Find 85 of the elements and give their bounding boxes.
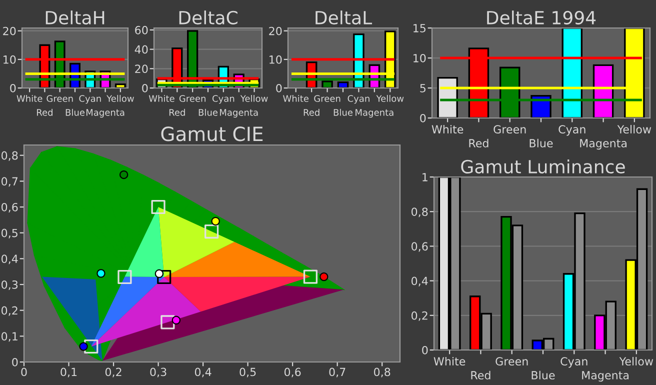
x-tick-label: Green [496, 357, 528, 366]
x-tick-label: Cyan [212, 95, 234, 104]
y-tick-label: 15 [414, 24, 426, 32]
x-tick-label: White [16, 94, 42, 102]
y-tick-label: 0,5 [2, 228, 18, 238]
x-tick-label: Yellow [619, 356, 654, 366]
x-tick-label: 0,5 [240, 368, 256, 378]
chart-title: DeltaH [46, 10, 104, 24]
x-tick-label: Cyan [558, 125, 586, 136]
x-tick-label: Blue [532, 370, 555, 380]
y-tick-label: 0,8 [412, 208, 428, 218]
bar [114, 83, 126, 88]
x-tick-label: Cyan [348, 95, 370, 104]
chart-title: Gamut Luminance [461, 160, 625, 174]
chart-title: Gamut CIE [161, 126, 263, 142]
point [118, 270, 132, 284]
x-tick-label: 0,4 [194, 368, 212, 378]
y-tick-label: 0 [422, 346, 428, 354]
point [303, 270, 318, 284]
x-tick-label: Red [304, 108, 320, 116]
x-tick-label: Cyan [560, 357, 588, 368]
x-tick-label: Red [37, 108, 52, 116]
y-tick-label: 0 [10, 84, 16, 92]
x-tick-label: 0,6 [284, 368, 301, 378]
x-tick-label: Yellow [106, 94, 134, 102]
y-tick-label: 60 [135, 26, 148, 34]
x-tick-label: White [283, 94, 308, 102]
x-tick-label: Yellow [376, 94, 404, 102]
point [160, 315, 175, 330]
point [157, 270, 172, 284]
y-tick-label: 0,2 [2, 306, 18, 316]
y-tick-label: 20 [269, 26, 282, 36]
y-tick-label: 5 [420, 84, 426, 92]
y-tick-label: 0,1 [2, 332, 18, 342]
point [84, 339, 98, 354]
x-tick-label: Blue [66, 108, 85, 116]
x-tick-label: Magenta [220, 109, 258, 118]
x-tick-label: Magenta [356, 109, 394, 118]
y-tick-label: 10 [414, 54, 426, 62]
x-tick-label: Red [169, 108, 185, 116]
x-tick-label: 0,7 [329, 368, 346, 378]
chart-title: DeltaE 1994 [487, 10, 596, 24]
x-tick-label: 0,1 [60, 368, 77, 378]
x-tick-label: Magenta [582, 371, 629, 382]
y-tick-label: 0,2 [412, 311, 428, 321]
y-tick-label: 0,3 [2, 280, 18, 290]
y-tick-label: 40 [134, 45, 148, 54]
x-tick-label: White [434, 356, 466, 366]
x-tick-label: Green [179, 95, 206, 102]
x-tick-label: 0 [21, 368, 27, 376]
x-tick-label: 0,3 [150, 368, 166, 378]
x-tick-label: Blue [530, 138, 553, 148]
x-tick-label: Red [469, 138, 488, 148]
x-tick-label: Red [471, 370, 490, 380]
chart-title: DeltaL [316, 10, 372, 24]
x-tick-label: Green [494, 125, 526, 134]
x-tick-label: Cyan [79, 95, 101, 104]
x-tick-label: 0,8 [374, 368, 390, 378]
x-tick-label: Blue [198, 108, 218, 116]
y-tick-label: 0,4 [2, 254, 18, 264]
x-tick-label: Blue [334, 108, 353, 116]
y-tick-label: 0,6 [2, 202, 18, 213]
y-tick-label: 1 [422, 173, 428, 182]
x-tick-label: White [432, 124, 464, 134]
y-tick-label: 10 [4, 55, 16, 64]
bar [337, 81, 349, 88]
y-tick-label: 20 [3, 26, 16, 36]
x-tick-label: Magenta [86, 109, 124, 118]
x-tick-label: Yellow [240, 94, 268, 102]
y-tick-label: 0,6 [412, 242, 428, 252]
x-tick-label: Yellow [617, 124, 652, 134]
y-tick-label: 0 [142, 84, 148, 92]
y-tick-label: 0,7 [2, 177, 18, 187]
y-tick-label: 0,4 [412, 276, 428, 286]
x-tick-label: Green [314, 95, 340, 102]
y-tick-label: 20 [135, 64, 148, 74]
x-tick-label: Green [46, 95, 73, 102]
y-tick-label: 0 [276, 84, 282, 92]
y-tick-label: 10 [270, 55, 282, 64]
x-tick-label: 0,2 [105, 368, 122, 378]
x-tick-label: Magenta [580, 139, 627, 150]
y-tick-label: 0,8 [2, 151, 18, 161]
x-tick-label: White [148, 94, 174, 102]
chart-title: DeltaC [179, 10, 238, 24]
point [204, 224, 219, 239]
